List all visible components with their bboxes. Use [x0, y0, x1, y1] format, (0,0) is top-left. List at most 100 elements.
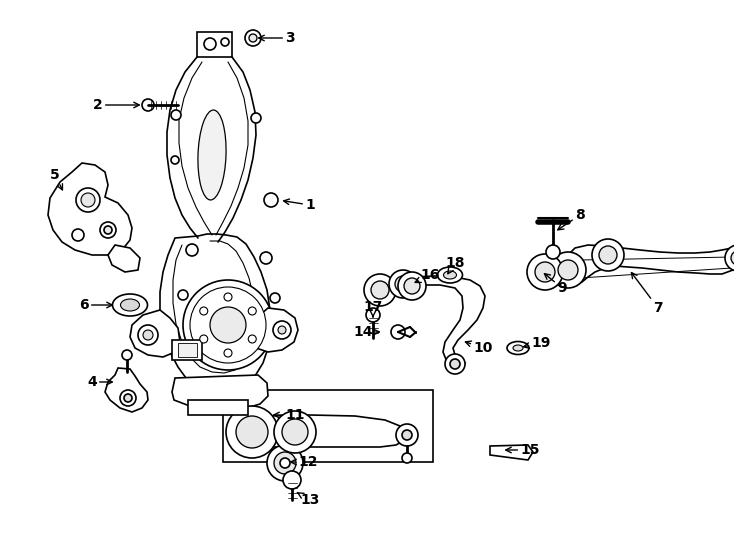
Polygon shape: [130, 310, 180, 357]
Circle shape: [224, 293, 232, 301]
Polygon shape: [48, 163, 132, 255]
Circle shape: [592, 239, 624, 271]
Circle shape: [183, 280, 273, 370]
Circle shape: [190, 287, 266, 363]
Circle shape: [142, 99, 154, 111]
Circle shape: [224, 349, 232, 357]
Circle shape: [221, 38, 229, 46]
Circle shape: [282, 419, 308, 445]
Circle shape: [391, 325, 405, 339]
Circle shape: [546, 245, 560, 259]
Circle shape: [274, 452, 296, 474]
Polygon shape: [172, 340, 202, 360]
Text: 16: 16: [415, 268, 440, 282]
Polygon shape: [172, 375, 268, 412]
Circle shape: [450, 359, 460, 369]
Circle shape: [104, 226, 112, 234]
Circle shape: [396, 424, 418, 446]
Circle shape: [371, 281, 389, 299]
Circle shape: [389, 270, 417, 298]
Text: 11: 11: [274, 408, 305, 422]
Circle shape: [270, 293, 280, 303]
Text: 7: 7: [631, 273, 663, 315]
Circle shape: [124, 394, 132, 402]
Ellipse shape: [443, 271, 457, 279]
Circle shape: [171, 156, 179, 164]
Circle shape: [599, 246, 617, 264]
Ellipse shape: [507, 341, 529, 354]
Circle shape: [366, 308, 380, 322]
Circle shape: [72, 229, 84, 241]
Circle shape: [248, 335, 256, 343]
Circle shape: [81, 193, 95, 207]
Circle shape: [204, 38, 216, 50]
Text: 4: 4: [87, 375, 112, 389]
Circle shape: [535, 262, 555, 282]
Ellipse shape: [112, 294, 148, 316]
Text: 18: 18: [446, 256, 465, 274]
Polygon shape: [250, 308, 298, 352]
Ellipse shape: [120, 299, 139, 311]
Text: 15: 15: [506, 443, 539, 457]
Circle shape: [248, 307, 256, 315]
Circle shape: [138, 325, 158, 345]
Circle shape: [445, 354, 465, 374]
Circle shape: [249, 34, 257, 42]
Polygon shape: [490, 445, 533, 460]
Text: 9: 9: [545, 274, 567, 295]
Ellipse shape: [437, 267, 462, 283]
Circle shape: [76, 188, 100, 212]
Circle shape: [280, 458, 290, 468]
Circle shape: [731, 251, 734, 265]
FancyBboxPatch shape: [223, 390, 433, 462]
Polygon shape: [376, 276, 485, 368]
Circle shape: [186, 244, 198, 256]
Text: 3: 3: [258, 31, 295, 45]
Circle shape: [171, 110, 181, 120]
Ellipse shape: [198, 110, 226, 200]
Polygon shape: [560, 245, 734, 285]
Circle shape: [143, 330, 153, 340]
Circle shape: [236, 416, 268, 448]
Circle shape: [402, 453, 412, 463]
Circle shape: [278, 326, 286, 334]
Circle shape: [398, 272, 426, 300]
Circle shape: [210, 307, 246, 343]
Text: 17: 17: [363, 300, 382, 317]
Text: 1: 1: [283, 198, 315, 212]
Text: 6: 6: [79, 298, 112, 312]
Circle shape: [200, 307, 208, 315]
Circle shape: [402, 430, 412, 440]
Polygon shape: [105, 368, 148, 412]
Circle shape: [178, 290, 188, 300]
Circle shape: [200, 335, 208, 343]
Circle shape: [404, 278, 420, 294]
Circle shape: [120, 390, 136, 406]
Polygon shape: [238, 415, 408, 447]
Polygon shape: [188, 400, 248, 415]
Text: 2: 2: [93, 98, 139, 112]
Circle shape: [558, 260, 578, 280]
Circle shape: [122, 350, 132, 360]
Circle shape: [100, 222, 116, 238]
Text: 8: 8: [558, 208, 585, 230]
Text: 5: 5: [50, 168, 62, 190]
Circle shape: [267, 445, 303, 481]
Circle shape: [264, 193, 278, 207]
Ellipse shape: [513, 345, 523, 351]
Text: 12: 12: [291, 455, 318, 469]
Circle shape: [251, 113, 261, 123]
Polygon shape: [108, 245, 140, 272]
Circle shape: [550, 252, 586, 288]
Circle shape: [274, 411, 316, 453]
Circle shape: [395, 276, 411, 292]
Text: 19: 19: [523, 336, 550, 350]
Polygon shape: [160, 234, 271, 392]
Circle shape: [283, 471, 301, 489]
Polygon shape: [178, 343, 197, 357]
Circle shape: [527, 254, 563, 290]
Circle shape: [364, 274, 396, 306]
Text: 10: 10: [465, 341, 493, 355]
Circle shape: [245, 30, 261, 46]
Circle shape: [226, 406, 278, 458]
